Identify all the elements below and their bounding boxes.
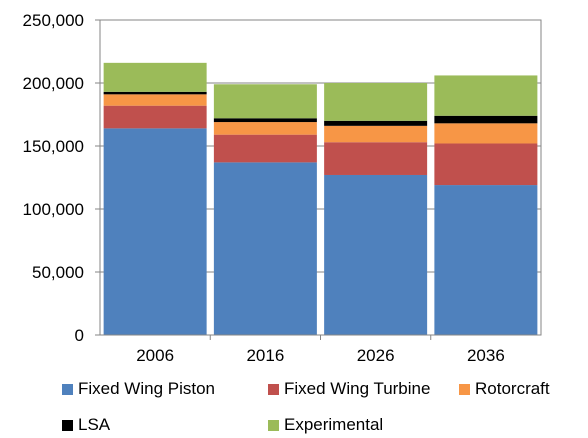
bar-segment-fixed-wing-turbine-2016	[213, 134, 317, 163]
bar-segment-fixed-wing-piston-2016	[213, 162, 317, 335]
legend-item-rotorcraft: Rotorcraft	[459, 378, 550, 400]
bar-segment-experimental-2036	[434, 75, 538, 116]
legend-swatch-lsa	[62, 419, 73, 431]
bar-segment-lsa-2016	[213, 118, 317, 123]
legend-label: Fixed Wing Piston	[78, 379, 215, 398]
bars	[103, 62, 538, 335]
legend-label: Experimental	[284, 415, 384, 434]
bar-segment-fixed-wing-turbine-2036	[434, 143, 538, 186]
bar-segment-lsa-2036	[434, 115, 538, 124]
y-tick-label: 200,000	[23, 74, 84, 93]
legend-swatch-fixed-wing-piston	[62, 383, 73, 395]
stacked-bar-chart: 0 50,000 100,000 150,000 200,000 250,000 2006…	[23, 11, 542, 365]
axes	[95, 19, 542, 340]
legend-label: Fixed Wing Turbine	[284, 379, 431, 398]
y-tick-label: 250,000	[23, 11, 84, 30]
bar-segment-lsa-2006	[103, 91, 207, 95]
legend-label: LSA	[78, 415, 111, 434]
legend: Fixed Wing Piston Fixed Wing Turbine Rot…	[0, 378, 588, 438]
bar-segment-fixed-wing-turbine-2026	[324, 142, 428, 175]
bar-segment-experimental-2006	[103, 62, 207, 92]
bar-segment-rotorcraft-2016	[213, 122, 317, 135]
bar-segment-experimental-2026	[324, 83, 428, 121]
bar-segment-experimental-2016	[213, 84, 317, 119]
x-tick-labels: 2006 2016 2026 2036	[136, 346, 505, 365]
y-tick-label: 50,000	[32, 263, 84, 282]
legend-swatch-fixed-wing-turbine	[268, 383, 279, 395]
y-tick-label: 150,000	[23, 137, 84, 156]
legend-label: Rotorcraft	[475, 379, 550, 398]
legend-item-experimental: Experimental	[268, 414, 383, 436]
legend-item-fixed-wing-turbine: Fixed Wing Turbine	[268, 378, 430, 400]
bar-segment-rotorcraft-2026	[324, 125, 428, 143]
bar-segment-fixed-wing-turbine-2006	[103, 105, 207, 129]
y-tick-label: 100,000	[23, 200, 84, 219]
legend-swatch-rotorcraft	[459, 383, 470, 395]
x-tick-label: 2026	[357, 346, 395, 365]
bar-segment-fixed-wing-piston-2026	[324, 174, 428, 335]
y-tick-label: 0	[75, 326, 84, 345]
x-tick-label: 2036	[467, 346, 505, 365]
y-tick-labels: 0 50,000 100,000 150,000 200,000 250,000	[23, 11, 84, 345]
bar-segment-lsa-2026	[324, 120, 428, 126]
legend-item-lsa: LSA	[62, 414, 110, 436]
x-tick-label: 2016	[246, 346, 284, 365]
x-tick-label: 2006	[136, 346, 174, 365]
legend-swatch-experimental	[268, 419, 279, 431]
bar-segment-fixed-wing-piston-2006	[103, 128, 207, 335]
bar-segment-rotorcraft-2036	[434, 123, 538, 144]
legend-item-fixed-wing-piston: Fixed Wing Piston	[62, 378, 215, 400]
bar-segment-fixed-wing-piston-2036	[434, 185, 538, 335]
bar-segment-rotorcraft-2006	[103, 94, 207, 106]
